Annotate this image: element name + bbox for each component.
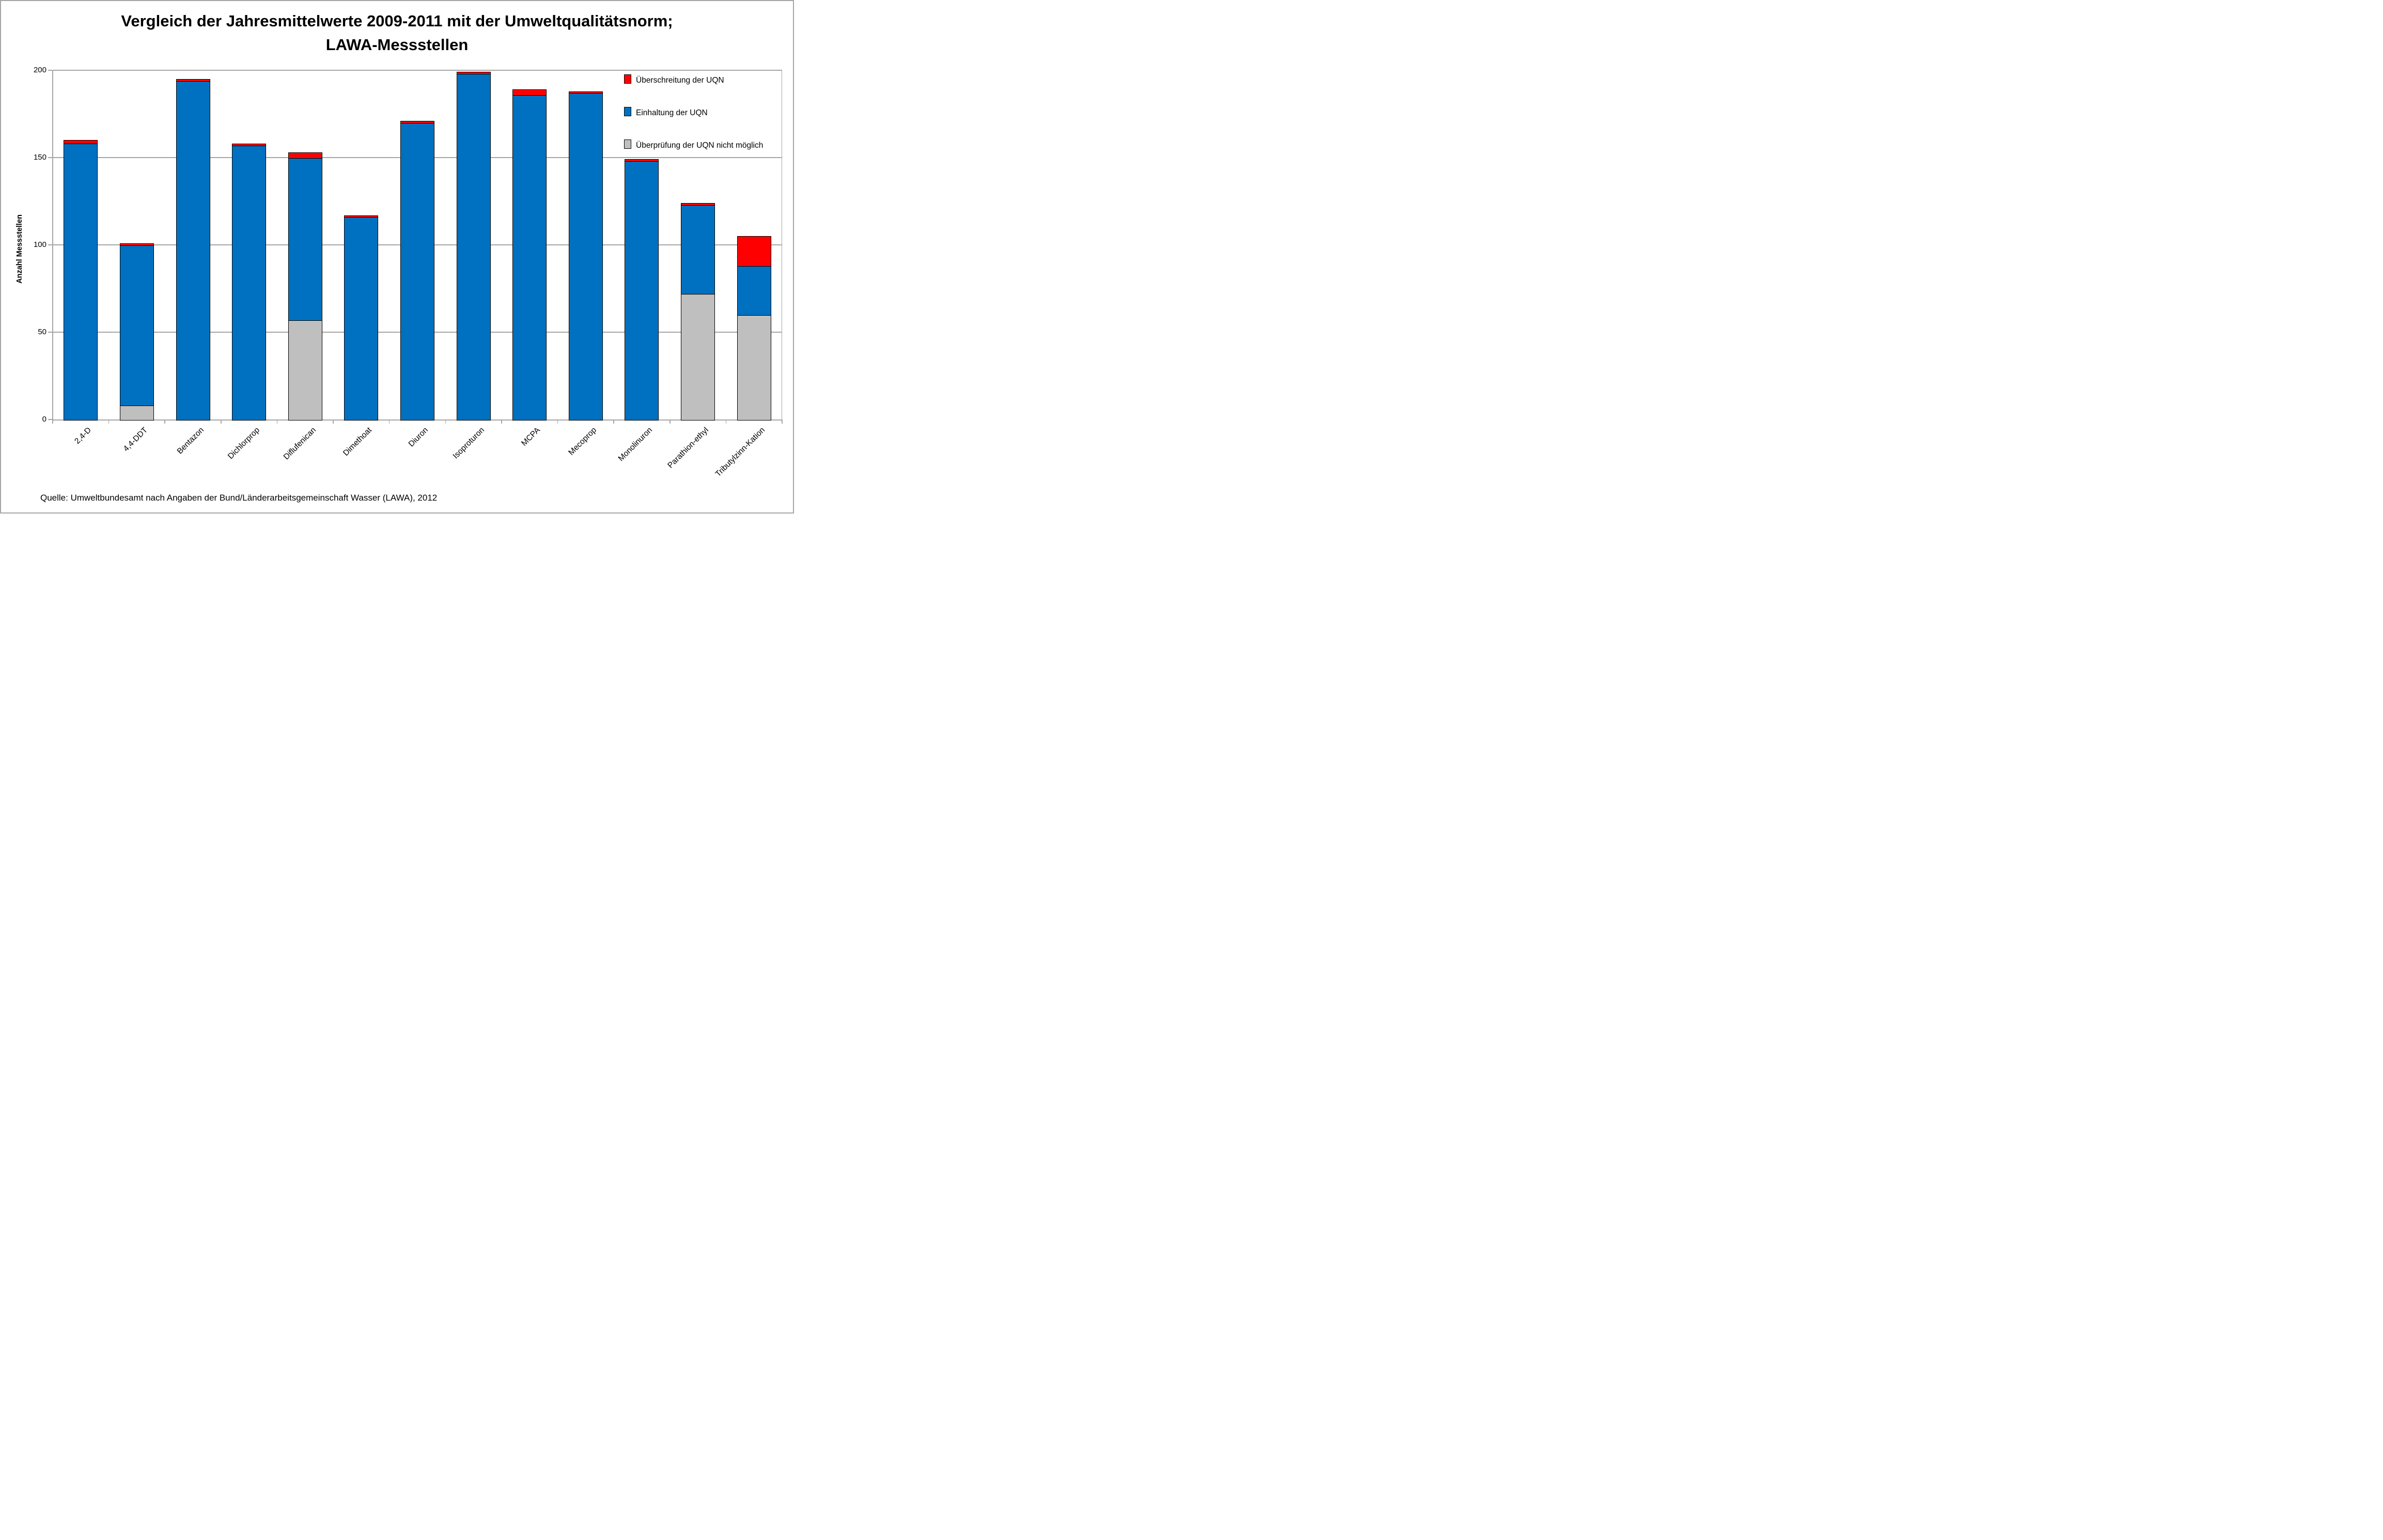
y-tick-label-100: 100 xyxy=(33,240,46,249)
bar-segment xyxy=(625,159,659,162)
legend-label-not-verifiable: Überprüfung der UQN nicht möglich xyxy=(636,141,764,150)
bar-segment xyxy=(288,152,322,159)
x-tick-8 xyxy=(501,419,502,424)
bar-segment xyxy=(681,205,715,295)
x-tick-3 xyxy=(221,419,222,424)
bar-segment xyxy=(681,293,715,421)
y-tick-0 xyxy=(48,419,52,420)
x-tick-12 xyxy=(725,419,727,424)
bar-segment xyxy=(119,405,154,421)
x-tick-9 xyxy=(557,419,558,424)
x-tick-1 xyxy=(108,419,110,424)
y-tick-label-0: 0 xyxy=(42,415,46,424)
bar-segment xyxy=(737,236,771,267)
legend-item-exceed: Überschreitung der UQN xyxy=(624,74,779,87)
chart-title: Vergleich der Jahresmittelwerte 2009-201… xyxy=(1,9,793,57)
x-tick-4 xyxy=(276,419,278,424)
bar-segment xyxy=(176,81,210,421)
bar-segment xyxy=(119,245,154,407)
gridline-200 xyxy=(53,70,782,71)
chart-page: Vergleich der Jahresmittelwerte 2009-201… xyxy=(0,0,794,514)
bar-segment xyxy=(512,89,547,96)
legend: Überschreitung der UQN Einhaltung der UQ… xyxy=(624,74,779,172)
bar-segment xyxy=(176,79,210,82)
chart-title-line2: LAWA-Messstellen xyxy=(325,36,469,54)
y-tick-label-150: 150 xyxy=(33,153,46,162)
x-tick-13 xyxy=(782,419,783,424)
bar-segment xyxy=(344,216,379,421)
legend-swatch-gray xyxy=(624,139,631,149)
y-axis-line xyxy=(52,70,53,424)
legend-swatch-blue xyxy=(624,107,631,116)
bar-segment xyxy=(568,91,603,94)
y-tick-50 xyxy=(48,332,52,333)
legend-swatch-red xyxy=(624,74,631,84)
y-tick-100 xyxy=(48,244,52,245)
y-axis-title: Anzahl Messstellen xyxy=(15,214,24,284)
y-tick-200 xyxy=(48,70,52,71)
bar-segment xyxy=(456,73,491,421)
bar-segment xyxy=(288,158,322,321)
bar-segment xyxy=(400,121,434,123)
y-tick-label-200: 200 xyxy=(33,66,46,74)
bar-segment xyxy=(344,215,379,218)
chart-title-line1: Vergleich der Jahresmittelwerte 2009-201… xyxy=(121,12,673,30)
x-tick-6 xyxy=(388,419,390,424)
y-tick-label-50: 50 xyxy=(38,328,46,336)
bar-segment xyxy=(400,122,434,421)
x-tick-0 xyxy=(52,419,53,424)
x-tick-11 xyxy=(669,419,671,424)
x-tick-2 xyxy=(164,419,165,424)
bar-segment xyxy=(737,315,771,421)
source-note: Quelle: Umweltbundesamt nach Angaben der… xyxy=(40,493,438,503)
bar-segment xyxy=(737,266,771,316)
bar-segment xyxy=(232,145,267,421)
x-tick-10 xyxy=(613,419,614,424)
bar-segment xyxy=(568,92,603,421)
bar-segment xyxy=(625,161,659,421)
legend-label-comply: Einhaltung der UQN xyxy=(636,108,708,117)
bar-segment xyxy=(288,320,322,421)
plot-area xyxy=(48,70,783,424)
bar-segment xyxy=(512,95,547,421)
bar-segment xyxy=(456,72,491,75)
bar-segment xyxy=(119,243,154,246)
x-tick-7 xyxy=(445,419,446,424)
y-tick-150 xyxy=(48,157,52,158)
bar-segment xyxy=(64,140,98,145)
bar-segment xyxy=(232,143,267,146)
legend-item-comply: Einhaltung der UQN xyxy=(624,106,779,120)
x-tick-5 xyxy=(333,419,334,424)
bar-segment xyxy=(681,203,715,206)
bar-segment xyxy=(64,143,98,421)
legend-label-exceed: Überschreitung der UQN xyxy=(636,76,724,85)
legend-item-not-verifiable: Überprüfung der UQN nicht möglich xyxy=(624,139,779,152)
